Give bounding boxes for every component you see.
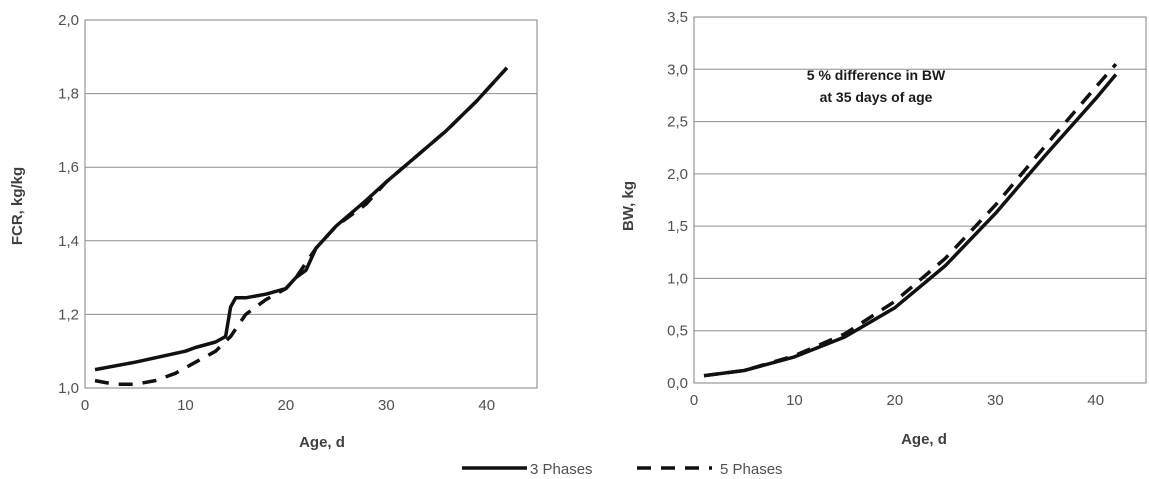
y-tick-label: 0,5 bbox=[667, 323, 688, 340]
y-tick-label: 1,5 bbox=[667, 218, 688, 235]
y-tick-label: 1,2 bbox=[58, 306, 79, 323]
x-tick-label: 10 bbox=[786, 392, 803, 409]
legend: 3 Phases 5 Phases bbox=[462, 461, 783, 478]
y-tick-label: 1,4 bbox=[58, 233, 79, 250]
y-tick-label: 0,0 bbox=[667, 375, 688, 392]
series-line-5-phases bbox=[703, 62, 1118, 378]
y-tick-labels: 0,0 0,5 1,0 1,5 2,0 2,5 3,0 3,5 bbox=[667, 9, 688, 392]
annotation-line-1: 5 % difference in BW bbox=[807, 67, 946, 83]
legend-label-3-phases: 3 Phases bbox=[530, 461, 593, 478]
plot-area bbox=[693, 16, 1147, 384]
grid-lines bbox=[694, 68, 1146, 332]
x-tick-label: 20 bbox=[887, 392, 904, 409]
y-tick-label: 3,0 bbox=[667, 61, 688, 78]
y-axis-title: FCR, kg/kg bbox=[9, 167, 26, 245]
y-tick-label: 1,8 bbox=[58, 86, 79, 103]
y-tick-label: 3,5 bbox=[667, 9, 688, 26]
y-tick-label: 2,0 bbox=[58, 12, 79, 29]
fcr-chart: 1,0 1,2 1,4 1,6 1,8 2,0 0 10 20 30 40 Age, d FCR,… bbox=[9, 12, 538, 451]
x-tick-labels: 0 10 20 30 40 bbox=[690, 392, 1104, 409]
bw-chart: 0,0 0,5 1,0 1,5 2,0 2,5 3,0 3,5 0 10 20 30 40 5 % d… bbox=[620, 9, 1147, 448]
x-axis-title: Age, d bbox=[299, 434, 345, 451]
series-line-3-phases bbox=[703, 73, 1118, 378]
x-tick-labels: 0 10 20 30 40 bbox=[81, 397, 495, 414]
y-tick-label: 2,5 bbox=[667, 114, 688, 131]
x-tick-label: 0 bbox=[690, 392, 698, 409]
x-tick-label: 0 bbox=[81, 397, 89, 414]
x-axis-title: Age, d bbox=[901, 431, 947, 448]
y-tick-label: 1,0 bbox=[58, 380, 79, 397]
series-lines bbox=[94, 66, 509, 387]
y-tick-labels: 1,0 1,2 1,4 1,6 1,8 2,0 bbox=[58, 12, 79, 397]
annotation-line-2: at 35 days of age bbox=[820, 89, 933, 105]
x-tick-label: 40 bbox=[478, 397, 495, 414]
x-tick-label: 10 bbox=[177, 397, 194, 414]
y-axis-title: BW, kg bbox=[620, 181, 637, 231]
series-lines bbox=[703, 62, 1118, 378]
grid-lines bbox=[85, 93, 537, 315]
plot-area bbox=[84, 19, 538, 389]
y-tick-label: 1,0 bbox=[667, 270, 688, 287]
series-line-5-phases bbox=[94, 66, 509, 387]
y-tick-label: 1,6 bbox=[58, 159, 79, 176]
x-tick-label: 30 bbox=[378, 397, 395, 414]
x-tick-label: 20 bbox=[278, 397, 295, 414]
x-tick-label: 30 bbox=[987, 392, 1004, 409]
y-tick-label: 2,0 bbox=[667, 166, 688, 183]
x-tick-label: 40 bbox=[1087, 392, 1104, 409]
legend-label-5-phases: 5 Phases bbox=[720, 461, 783, 478]
